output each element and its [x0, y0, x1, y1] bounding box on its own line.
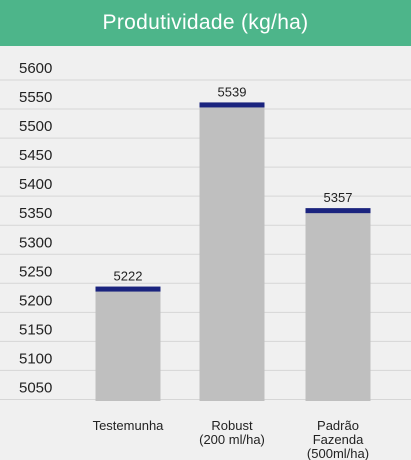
y-tick-label: 5100 [19, 350, 52, 367]
x-tick-label: (500ml/ha) [307, 446, 369, 460]
x-tick-label: Testemunha [93, 418, 165, 433]
bar-cap [199, 102, 265, 108]
x-tick-label: Padrão [317, 418, 359, 433]
bar-cap [305, 208, 371, 214]
y-tick-label: 5050 [19, 379, 52, 396]
bar [305, 208, 371, 401]
y-tick-label: 5350 [19, 205, 52, 222]
bar [199, 102, 265, 401]
y-tick-label: 5450 [19, 147, 52, 164]
bar-chart: 5050 5100 5150 5200 5250 5300 5350 5400 5450 5500… [0, 60, 411, 460]
bar-cap [95, 286, 161, 292]
chart-header: Produtividade (kg/ha) [0, 0, 411, 46]
x-tick-label: Fazenda [313, 432, 364, 447]
y-tick-label: 5150 [19, 321, 52, 338]
data-label: 5539 [218, 84, 247, 99]
data-label: 5222 [114, 269, 143, 284]
y-tick-label: 5300 [19, 234, 52, 251]
y-tick-label: 5500 [19, 118, 52, 135]
y-tick-label: 5550 [19, 89, 52, 106]
y-tick-label: 5250 [19, 263, 52, 280]
y-tick-label: 5600 [19, 60, 52, 77]
chart-title: Produtividade (kg/ha) [102, 11, 309, 34]
y-tick-label: 5200 [19, 292, 52, 309]
x-tick-label: Robust [211, 418, 253, 433]
y-tick-label: 5400 [19, 176, 52, 193]
bar [95, 286, 161, 401]
data-label: 5357 [324, 190, 353, 205]
x-tick-label: (200 ml/ha) [199, 432, 265, 447]
